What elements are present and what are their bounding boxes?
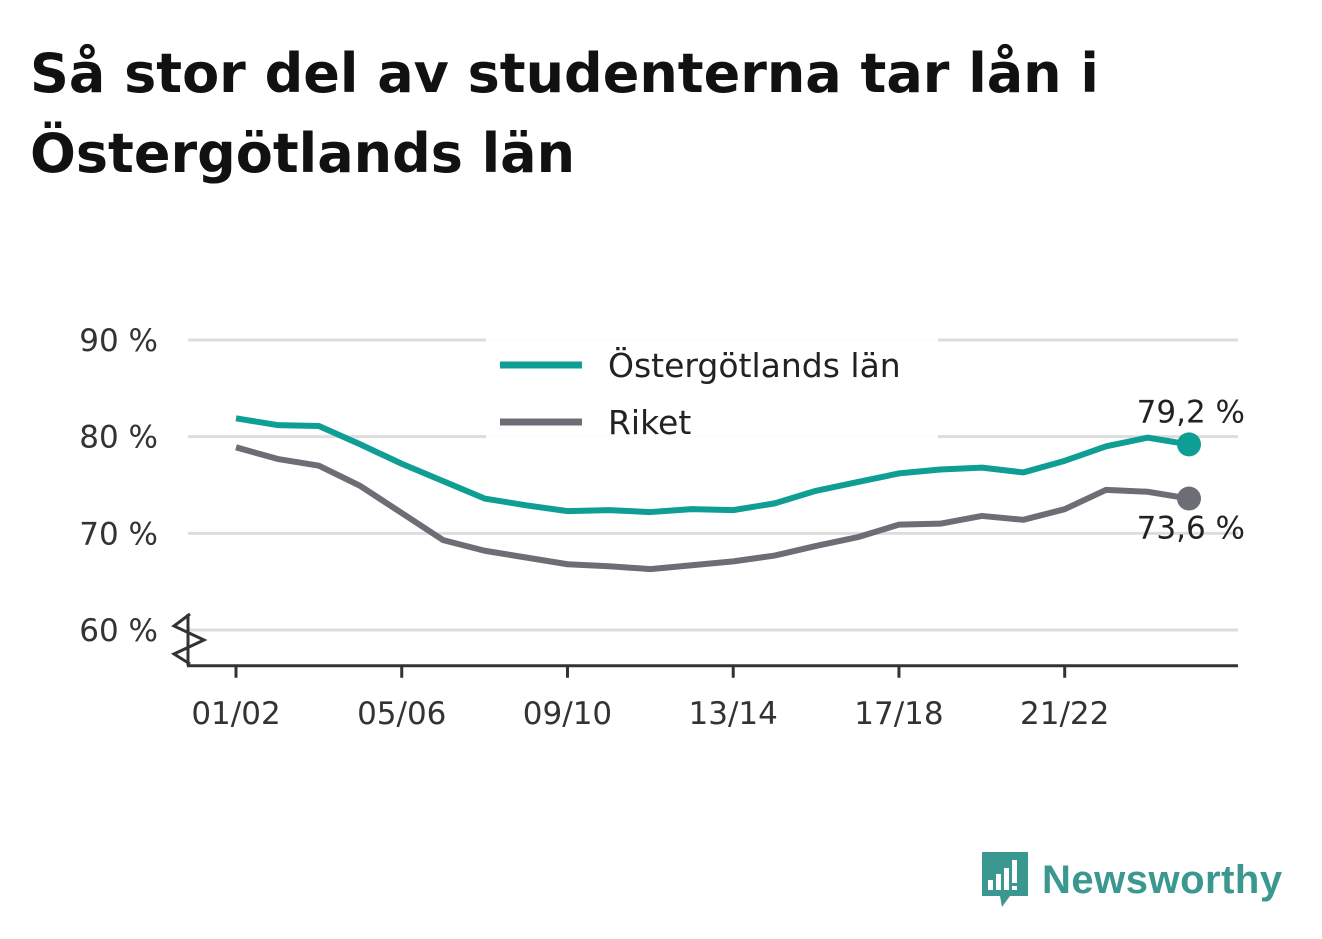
legend: Östergötlands län Riket <box>486 327 938 442</box>
y-tick-label: 80 % <box>79 420 158 456</box>
x-tick-label: 05/06 <box>357 696 446 732</box>
y-tick-label: 60 % <box>79 613 158 649</box>
y-tick-label: 90 % <box>79 323 158 359</box>
series-line <box>235 444 1190 573</box>
y-tick-label: 70 % <box>79 516 158 552</box>
legend-label: Östergötlands län <box>608 345 901 385</box>
y-axis-ticks: 60 % 70 % 80 % 90 % <box>79 323 158 649</box>
axis-break-icon <box>170 612 208 666</box>
x-tick-label: 21/22 <box>1020 696 1109 732</box>
end-point <box>1177 432 1201 457</box>
newsworthy-logo-icon <box>982 852 1028 907</box>
end-point <box>1177 486 1201 511</box>
end-labels: 79,2 % 73,6 % <box>1137 394 1245 546</box>
series-line <box>235 415 1190 516</box>
brand-logo: Newsworthy <box>980 850 1283 910</box>
x-tick-label: 17/18 <box>854 696 943 732</box>
brand-name: Newsworthy <box>1042 857 1283 902</box>
end-value-label: 73,6 % <box>1137 511 1245 547</box>
chart-title: Så stor del av studenterna tar lån i Öst… <box>30 42 1099 185</box>
x-tick-label: 09/10 <box>523 696 612 732</box>
x-tick-label: 01/02 <box>191 696 280 732</box>
x-tick-label: 13/14 <box>689 696 778 732</box>
x-axis: 01/02 05/06 09/10 13/14 17/18 21/22 <box>170 612 1238 732</box>
legend-label: Riket <box>608 403 691 442</box>
end-value-label: 79,2 % <box>1137 394 1245 430</box>
series-lines <box>235 415 1201 573</box>
